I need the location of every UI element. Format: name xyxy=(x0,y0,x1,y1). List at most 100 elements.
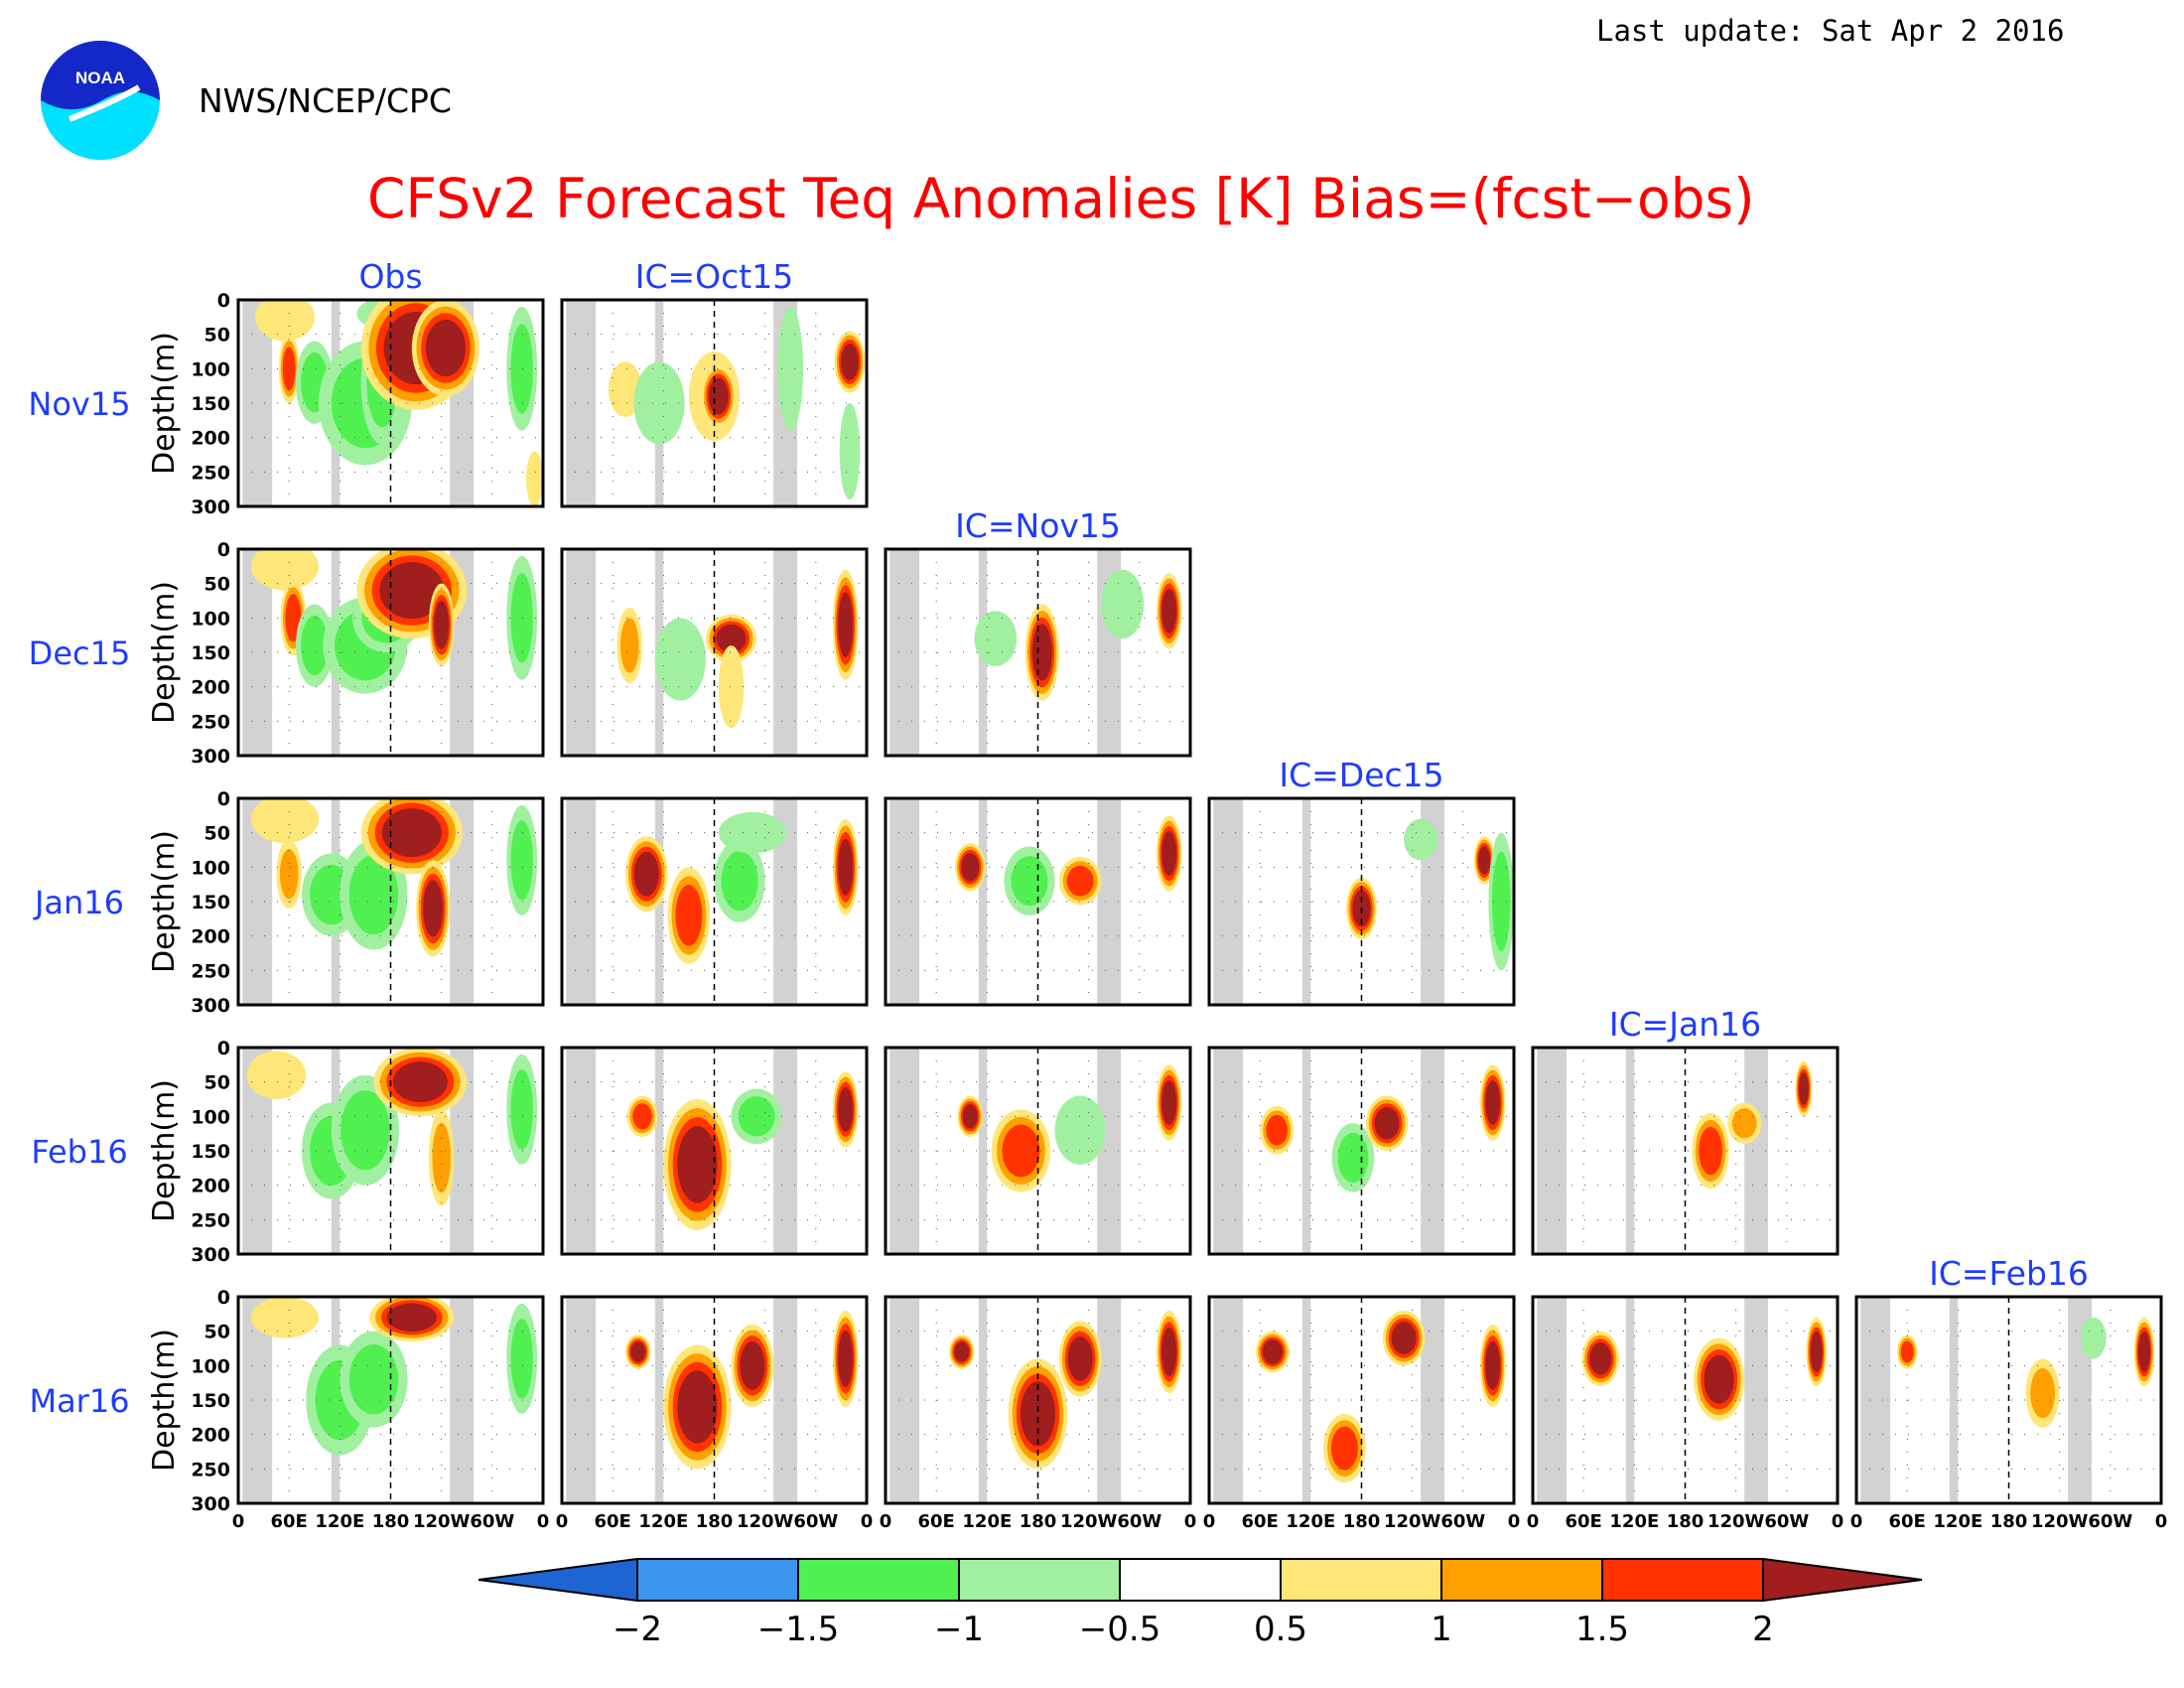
row-label: Jan16 xyxy=(33,884,124,921)
anomaly-contour xyxy=(630,1341,646,1362)
y-tick-label: 300 xyxy=(191,746,230,768)
land-mask xyxy=(1625,1297,1635,1503)
x-tick-label: 60W xyxy=(793,1511,838,1532)
anomaly-contour xyxy=(721,851,758,912)
y-tick-label: 0 xyxy=(217,539,230,561)
anomaly-contour xyxy=(1262,1339,1283,1364)
land-mask xyxy=(889,1297,920,1503)
anomaly-contour xyxy=(619,618,639,673)
y-tick-label: 50 xyxy=(205,325,230,347)
y-axis-label: Depth(m) xyxy=(147,332,182,475)
anomaly-contour xyxy=(974,611,1018,666)
panel-frame xyxy=(236,796,545,1007)
x-tick-label: 60W xyxy=(470,1511,514,1532)
panel-1-2 xyxy=(886,549,1190,756)
anomaly-contour xyxy=(838,838,854,896)
y-tick-label: 0 xyxy=(217,1287,230,1309)
panel-frame xyxy=(1531,1295,1840,1505)
panel-4-4 xyxy=(1533,1297,1838,1503)
x-tick-label: 0 xyxy=(1527,1511,1540,1532)
x-tick-label: 0 xyxy=(1832,1511,1844,1532)
row-label: Dec15 xyxy=(29,634,131,672)
x-tick-label: 120E xyxy=(962,1511,1012,1532)
x-tick-label: 120W xyxy=(2031,1511,2089,1532)
x-tick-label: 180 xyxy=(1343,1511,1381,1532)
land-mask xyxy=(1744,1297,1769,1503)
anomaly-contour xyxy=(839,403,861,500)
x-tick-label: 0 xyxy=(537,1511,550,1532)
column-header: IC=Nov15 xyxy=(955,506,1121,545)
anomaly-contour xyxy=(282,347,296,391)
anomaly-contour xyxy=(1054,1095,1106,1165)
anomaly-contour xyxy=(1066,865,1094,897)
anomaly-contour xyxy=(1330,1426,1358,1471)
y-tick-label: 0 xyxy=(217,788,230,810)
x-tick-label: 60E xyxy=(1888,1511,1925,1532)
panel-frame xyxy=(560,1295,869,1505)
y-tick-label: 150 xyxy=(191,1390,230,1412)
anomaly-contour xyxy=(840,344,859,380)
y-tick-label: 100 xyxy=(191,358,230,380)
anomaly-contour xyxy=(379,562,445,620)
panel-4-3 xyxy=(1209,1297,1514,1503)
x-tick-label: 180 xyxy=(1990,1511,2028,1532)
panel-frame xyxy=(884,547,1192,758)
land-mask xyxy=(889,1048,920,1254)
land-mask xyxy=(773,549,798,756)
y-tick-label: 50 xyxy=(205,1072,230,1094)
y-tick-label: 250 xyxy=(191,462,230,484)
y-axis-label: Depth(m) xyxy=(147,1079,182,1222)
anomaly-contour xyxy=(1266,1114,1289,1146)
x-tick-label: 120E xyxy=(1933,1511,1982,1532)
anomaly-contour xyxy=(738,1096,775,1137)
x-tick-label: 180 xyxy=(1020,1511,1057,1532)
anomaly-contour xyxy=(1067,1336,1093,1381)
anomaly-contour xyxy=(1002,1124,1040,1178)
x-tick-label: 0 xyxy=(1184,1511,1197,1532)
anomaly-contour xyxy=(386,1303,437,1333)
anomaly-contour xyxy=(1161,1328,1177,1376)
anomaly-contour xyxy=(525,451,543,506)
x-tick-label: 60E xyxy=(270,1511,307,1532)
x-tick-label: 120W xyxy=(1060,1511,1118,1532)
anomaly-contour xyxy=(1699,1126,1722,1176)
y-tick-label: 200 xyxy=(191,1425,230,1447)
anomaly-contour xyxy=(510,324,533,414)
anomaly-contour xyxy=(718,811,786,854)
anomaly-contour xyxy=(1374,1106,1400,1140)
y-tick-label: 0 xyxy=(217,1038,230,1059)
anomaly-contour xyxy=(838,1330,854,1387)
land-mask xyxy=(1301,1297,1311,1503)
colorbar-label: −1.5 xyxy=(757,1610,840,1649)
land-mask xyxy=(1097,1048,1122,1254)
colorbar-segment xyxy=(958,1558,1121,1602)
organization-label: NWS/NCEP/CPC xyxy=(199,81,452,120)
colorbar-segment xyxy=(1119,1558,1282,1602)
colorbar-label: −0.5 xyxy=(1079,1610,1161,1649)
anomaly-contour xyxy=(423,880,444,937)
anomaly-contour xyxy=(510,820,533,901)
anomaly-contour xyxy=(675,885,703,946)
land-mask xyxy=(1213,798,1244,1005)
anomaly-contour xyxy=(510,1069,533,1150)
panel-frame xyxy=(236,547,545,758)
anomaly-contour xyxy=(1485,1340,1501,1390)
y-tick-label: 100 xyxy=(191,1106,230,1128)
land-mask xyxy=(1744,1048,1769,1254)
panel-frame xyxy=(884,1046,1192,1256)
anomaly-contour xyxy=(2030,1367,2055,1419)
panel-frame xyxy=(236,1046,545,1256)
land-mask xyxy=(566,798,597,1005)
colorbar: −2 −1.5 −1 −0.5 0.5 1 1.5 2 xyxy=(478,1557,1923,1649)
panel-frame xyxy=(1207,796,1516,1007)
y-tick-label: 150 xyxy=(191,393,230,415)
land-mask xyxy=(773,1048,798,1254)
anomaly-contour xyxy=(962,1104,978,1129)
anomaly-contour xyxy=(510,573,533,663)
anomaly-contour xyxy=(1020,1381,1056,1447)
x-tick-label: 60W xyxy=(1117,1511,1161,1532)
y-tick-label: 0 xyxy=(217,290,230,312)
panel-3-4 xyxy=(1533,1048,1838,1254)
anomaly-contour xyxy=(1704,1354,1734,1404)
colorbar-arrow-right xyxy=(1762,1557,1923,1603)
